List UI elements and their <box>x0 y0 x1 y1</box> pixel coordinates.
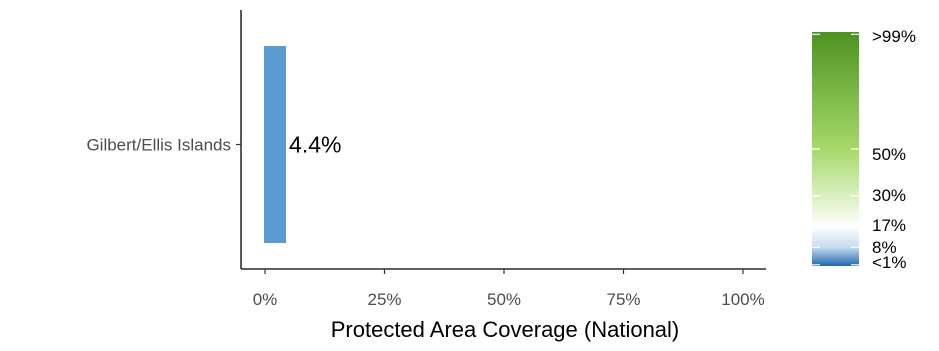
y-tick-label: Gilbert/Ellis Islands <box>86 136 231 155</box>
x-tick-label: 50% <box>487 290 521 309</box>
y-ticks: Gilbert/Ellis Islands <box>86 136 241 155</box>
x-tick-label: 25% <box>367 290 401 309</box>
colorbar-label: >99% <box>872 27 916 46</box>
bar-value-label: 4.4% <box>289 132 341 158</box>
legend: <1%8% 17% 30% 50% >99% <box>812 27 916 272</box>
x-tick-label: 100% <box>721 290 764 309</box>
x-axis-title: Protected Area Coverage (National) <box>331 317 680 342</box>
x-tick-label: 75% <box>606 290 640 309</box>
colorbar-label: 8% <box>872 238 897 257</box>
x-tick-label: 0% <box>253 290 278 309</box>
plot-area: 4.4% <box>264 46 341 243</box>
bar <box>264 46 287 243</box>
colorbar-label: 30% <box>872 186 906 205</box>
colorbar-label: <1% <box>872 253 907 272</box>
colorbar-label: 50% <box>872 145 906 164</box>
colorbar-label: 17% <box>872 216 906 235</box>
x-ticks: 0% 25% 50% 75% 100% <box>253 269 765 309</box>
